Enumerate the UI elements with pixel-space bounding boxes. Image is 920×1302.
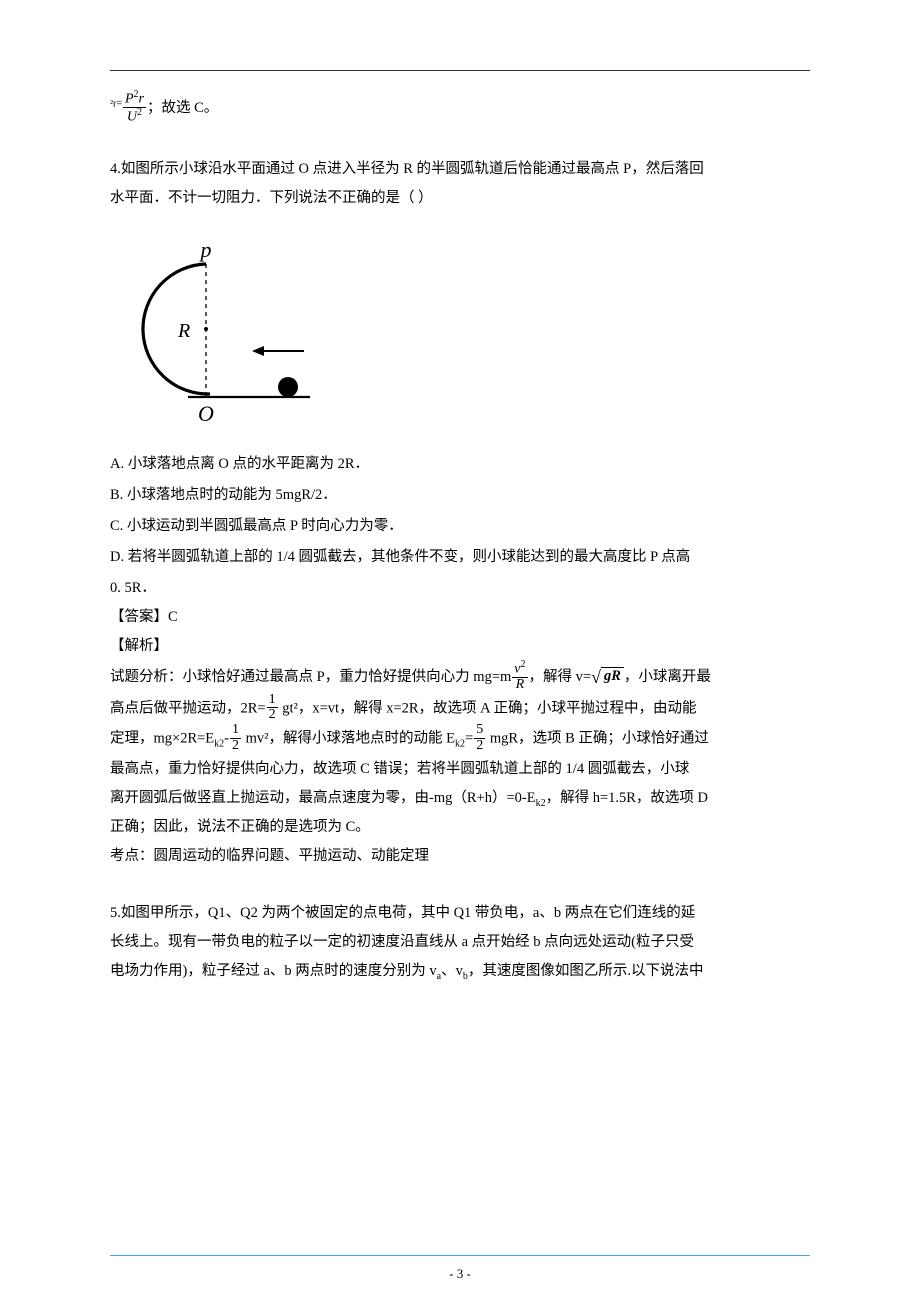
q4-option-d-line2: 0. 5R． [110, 574, 810, 603]
q4-stem-line2: 水平面．不计一切阻力．下列说法不正确的是（ ） [110, 184, 810, 213]
arrow-head [252, 346, 264, 356]
q4-option-a: A. 小球落地点离 O 点的水平距离为 2R． [110, 450, 810, 479]
expl-5a: 离开圆弧后做竖直上抛运动，最高点速度为零，由-mg（R+h）=0-E [110, 790, 536, 806]
fraction-p2r-u2: P2r U2 [123, 90, 146, 126]
expl-1b: ，解得 v= [529, 669, 592, 685]
q5-3c: ，其速度图像如图乙所示.以下说法中 [468, 963, 704, 979]
frac-half-2: 12 [230, 723, 241, 753]
q5-3a: 电场力作用)，粒子经过 a、b 两点时的速度分别为 v [110, 963, 437, 979]
exp-2: ²r= [110, 98, 122, 109]
q5-line1: 5.如图甲所示，Q1、Q2 为两个被固定的点电荷，其中 Q1 带负电，a、b 两… [110, 899, 810, 928]
sub-k2-3: k2 [536, 797, 546, 808]
expl-2b: gt²，x=vt，解得 x=2R，故选项 A 正确；小球平抛过程中，由动能 [279, 700, 697, 716]
label-p: p [199, 237, 212, 262]
q4-diagram: p R O [128, 237, 810, 432]
q4-explain-l1: 试题分析：小球恰好通过最高点 P，重力恰好提供向心力 mg=m v2 R ，解得… [110, 661, 810, 694]
expl-1a: 试题分析：小球恰好通过最高点 P，重力恰好提供向心力 mg=m [110, 669, 511, 685]
q4-explain-l3: 定理，mg×2R=Ek2-12 mv²，解得小球落地点时的动能 Ek2=52 m… [110, 724, 810, 754]
sub-k2-2: k2 [455, 739, 465, 750]
q4-explain-l2: 高点后做平抛运动，2R=12 gt²，x=vt，解得 x=2R，故选项 A 正确… [110, 694, 810, 724]
q4-stem-line1: 4.如图所示小球沿水平面通过 O 点进入半径为 R 的半圆弧轨道后恰能通过最高点… [110, 155, 810, 184]
expl-3d: = [465, 731, 473, 747]
expl-1c: ，小球离开最 [624, 669, 711, 685]
continuation-line: ²r= P2r U2 ；故选 C。 [110, 91, 810, 127]
sub-k2-1: k2 [214, 739, 224, 750]
q4-option-c: C. 小球运动到半圆弧最高点 P 时向心力为零． [110, 512, 810, 541]
label-O: O [198, 401, 214, 426]
page-number: - 3 - [0, 1266, 920, 1282]
expl-3a: 定理，mg×2R=E [110, 731, 214, 747]
expl-2a: 高点后做平抛运动，2R= [110, 700, 266, 716]
q4-explain-l6: 正确；因此，说法不正确的是选项为 C。 [110, 813, 810, 842]
page-container: ²r= P2r U2 ；故选 C。 4.如图所示小球沿水平面通过 O 点进入半径… [0, 0, 920, 1302]
q4-option-b: B. 小球落地点时的动能为 5mgR/2． [110, 481, 810, 510]
q4-topic: 考点：圆周运动的临界问题、平抛运动、动能定理 [110, 842, 810, 871]
spacer [110, 127, 810, 155]
cont-tail: ；故选 C。 [147, 100, 218, 116]
q5-3b: 、v [441, 963, 463, 979]
frac-v2-R: v2 R [512, 660, 527, 693]
frac-half-1: 12 [267, 693, 278, 723]
q4-explain-l5: 离开圆弧后做竖直上抛运动，最高点速度为零，由-mg（R+h）=0-Ek2，解得 … [110, 784, 810, 814]
top-horizontal-rule [110, 70, 810, 71]
footer-rule [110, 1255, 810, 1256]
expl-3e: mgR，选项 B 正确；小球恰好通过 [486, 731, 709, 747]
q4-explain-l4: 最高点，重力恰好提供向心力，故选项 C 错误；若将半圆弧轨道上部的 1/4 圆弧… [110, 755, 810, 784]
q5-line2: 长线上。现有一带负电的粒子以一定的初速度沿直线从 a 点开始经 b 点向远处运动… [110, 928, 810, 957]
ball [278, 377, 298, 397]
q4-option-d-line1: D. 若将半圆弧轨道上部的 1/4 圆弧截去，其他条件不变，则小球能达到的最大高… [110, 543, 810, 572]
expl-5b: ，解得 h=1.5R，故选项 D [546, 790, 708, 806]
frac-five-half: 52 [474, 723, 485, 753]
q5-line3: 电场力作用)，粒子经过 a、b 两点时的速度分别为 va、vb，其速度图像如图乙… [110, 957, 810, 987]
q4-explain-label: 【解析】 [110, 632, 810, 661]
q4-diagram-svg: p R O [128, 237, 313, 427]
spacer-2 [110, 871, 810, 899]
center-dot [204, 327, 208, 331]
sqrt-gR: √gR [591, 663, 624, 692]
expl-3b: - [224, 731, 229, 747]
arc-path [143, 264, 210, 394]
q4-answer-label: 【答案】C [110, 603, 810, 632]
label-R: R [177, 320, 190, 342]
expl-3c: mv²，解得小球落地点时的动能 E [242, 731, 455, 747]
